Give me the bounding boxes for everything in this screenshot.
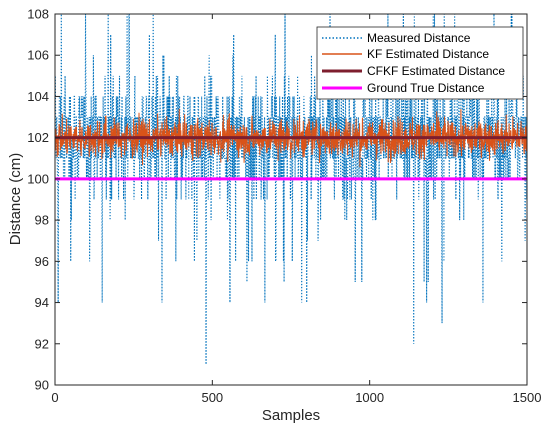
x-tick-label: 1500 (513, 390, 542, 405)
y-tick-label: 94 (35, 295, 49, 310)
legend-label-cfkf: CFKF Estimated Distance (367, 64, 505, 78)
x-tick-label: 1000 (355, 390, 384, 405)
plot-frame (54, 13, 528, 386)
y-tick-label: 104 (27, 89, 49, 104)
x-tick-label: 0 (51, 390, 58, 405)
series-kf-estimated-distance (55, 108, 527, 168)
y-tick-label: 106 (27, 48, 49, 63)
y-tick-label: 96 (35, 254, 49, 269)
legend-label-ground-true: Ground True Distance (367, 81, 485, 95)
legend: Measured Distance KF Estimated Distance … (316, 26, 524, 100)
y-axis-title: Distance (cm) (7, 153, 24, 246)
y-tick-label: 92 (35, 336, 49, 351)
legend-label-kf: KF Estimated Distance (367, 47, 489, 61)
y-tick-label: 90 (35, 378, 49, 393)
y-tick-label: 108 (27, 7, 49, 22)
legend-label-measured: Measured Distance (367, 31, 471, 45)
y-tick-label: 100 (27, 171, 49, 186)
y-tick-label: 98 (35, 213, 49, 228)
y-tick-label: 102 (27, 130, 49, 145)
x-axis-title: Samples (262, 407, 320, 424)
x-tick-label: 500 (201, 390, 223, 405)
